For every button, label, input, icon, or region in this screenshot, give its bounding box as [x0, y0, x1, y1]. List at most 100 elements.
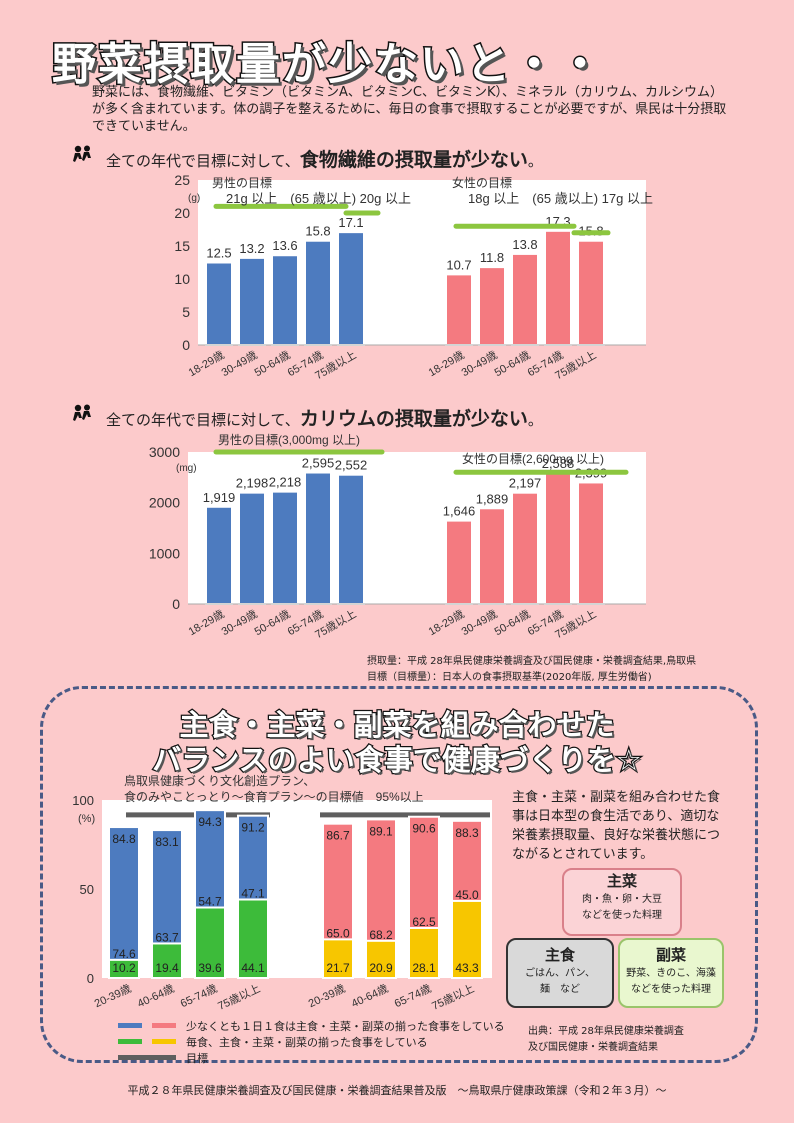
bar — [271, 490, 299, 606]
section1-heading: 全ての年代で目標に対して、食物繊維の摂取量が少ない。 — [106, 145, 543, 172]
y-tick-label: 50 — [80, 882, 94, 897]
data-label: 15.8 — [305, 224, 330, 239]
box-note: 主食・主菜・副菜を組み合わせた食事は日本型の食生活であり、適切な栄養素摂取量、良… — [512, 790, 721, 862]
bar — [108, 826, 140, 979]
balanced-meal-chart: 100 50 0 (%) 鳥取県健康づくり文化創造プラン、食のみやことっとり～食育プラン… — [72, 773, 492, 1013]
card-shushoku: 主食 ごはん、パン、 麺 など — [506, 938, 614, 1008]
y-tick-label: 25 — [174, 172, 190, 188]
data-label: 91.2 — [241, 821, 265, 835]
legend-label-1: 少なくとも１日１食は主食・主菜・副菜の揃った食事をしている — [186, 1020, 505, 1033]
bar — [511, 252, 539, 346]
x-tick-label: 75歳以上 — [216, 982, 263, 1013]
source-line-4: 及び国民健康・栄養調査結果 — [528, 1042, 658, 1053]
card-shushoku-line1: ごはん、パン、 — [525, 968, 595, 979]
data-label: 54.7 — [198, 895, 222, 909]
x-tick-label: 20-39歳 — [92, 982, 133, 1010]
x-tick-label: 50-64歳 — [252, 348, 292, 379]
data-label: 47.1 — [241, 887, 265, 901]
data-label: 10.2 — [112, 961, 136, 975]
data-label: 86.7 — [326, 829, 350, 843]
data-label: 1,919 — [203, 490, 236, 505]
data-label: 21.7 — [326, 961, 350, 975]
bar — [365, 939, 397, 980]
bar — [205, 505, 233, 605]
bar — [151, 942, 183, 980]
legend-swatch-yellow — [152, 1039, 176, 1044]
bar — [408, 926, 440, 979]
x-tick-label: 40-64歳 — [135, 982, 176, 1010]
bar — [478, 266, 506, 346]
data-label: 39.6 — [198, 961, 222, 975]
target-text: 18g 以上 (65 歳以上) 17g 以上 — [468, 191, 653, 206]
bar — [194, 906, 226, 979]
y-tick-label: 20 — [174, 205, 190, 221]
y-tick-label: 0 — [172, 596, 180, 612]
x-tick-label: 40-64歳 — [349, 982, 390, 1010]
bar — [478, 507, 506, 605]
bar — [238, 256, 266, 346]
bar — [577, 481, 605, 605]
y-unit-label: (mg) — [176, 463, 197, 474]
data-label: 12.5 — [206, 246, 231, 261]
data-label: 63.7 — [155, 930, 179, 944]
data-label: 10.7 — [446, 257, 471, 272]
target-text: 21g 以上 (65 歳以上) 20g 以上 — [226, 191, 411, 206]
data-label: 74.6 — [112, 947, 136, 961]
data-label: 89.1 — [369, 824, 393, 838]
data-label: 44.1 — [241, 961, 265, 975]
legend-swatch-target — [118, 1055, 176, 1060]
bar — [322, 938, 354, 979]
y-tick-label: 10 — [174, 271, 190, 287]
bar — [205, 261, 233, 346]
section2-suffix: 。 — [527, 411, 543, 429]
balanced-meal-box — [40, 686, 758, 1063]
data-label: 13.8 — [512, 237, 537, 252]
card-fukusai-title: 副菜 — [655, 946, 686, 964]
target-text: 女性の目標(2,600mg 以上) — [462, 451, 604, 466]
data-label: 28.1 — [412, 961, 436, 975]
x-tick-label: 50-64歳 — [492, 348, 532, 379]
x-tick-label: 30-49歳 — [219, 348, 259, 379]
bar — [304, 239, 332, 346]
legend-label-3: 目標 — [186, 1052, 208, 1065]
data-label: 68.2 — [369, 928, 393, 942]
data-label: 2,198 — [236, 476, 269, 491]
x-tick-label: 18-29歳 — [426, 607, 466, 638]
data-label: 1,646 — [443, 504, 476, 519]
bar — [271, 254, 299, 346]
x-tick-label: 30-49歳 — [459, 607, 499, 638]
card-fukusai-line2: などを使った料理 — [631, 984, 711, 995]
section2-heading: 全ての年代で目標に対して、カリウムの摂取量が少ない。 — [106, 404, 543, 431]
x-tick-label: 18-29歳 — [426, 348, 466, 379]
bar — [511, 491, 539, 605]
data-label: 2,595 — [302, 456, 335, 471]
bar — [451, 899, 483, 979]
target-title: 女性の目標 — [452, 175, 512, 190]
card-shushoku-title: 主食 — [544, 946, 575, 964]
page-title: 野菜摂取量が少ないと・・ — [51, 38, 604, 92]
card-shusai-line2: などを使った料理 — [582, 910, 662, 921]
card-shusai: 主菜 肉・魚・卵・大豆 などを使った料理 — [562, 868, 682, 936]
y-tick-label: 15 — [174, 238, 190, 254]
data-label: 90.6 — [412, 822, 436, 836]
section2-emphasis: カリウムの摂取量が少ない — [299, 408, 528, 430]
target-text: 男性の目標(3,000mg 以上) — [218, 433, 360, 447]
y-tick-label: 0 — [87, 971, 94, 986]
source-line-3: 出典：平成 28年県民健康栄養調査 — [528, 1026, 684, 1037]
data-label: 13.2 — [239, 241, 264, 256]
legend-swatch-green — [118, 1039, 142, 1044]
intro-text: 野菜には、食物繊維、ビタミン（ビタミンA、ビタミンC、ビタミンK）、ミネラル（カ… — [92, 85, 727, 134]
bar — [238, 491, 266, 605]
x-tick-label: 65-74歳 — [178, 982, 219, 1010]
x-tick-label: 30-49歳 — [219, 607, 259, 638]
running-figures-icon — [73, 145, 91, 162]
x-tick-label: 50-64歳 — [492, 607, 532, 638]
data-label: 94.3 — [198, 815, 222, 829]
x-tick-label: 75歳以上 — [430, 982, 477, 1013]
fiber-chart: 25 20 15 10 5 0 (g) 12.5 18-29歳 13.2 30-49歳 13.6 50-… — [174, 172, 653, 382]
data-label: 20.9 — [369, 961, 393, 975]
y-tick-label: 5 — [182, 304, 190, 320]
running-figures-icon — [73, 404, 91, 421]
target-title: 男性の目標 — [212, 176, 272, 190]
x-tick-label: 18-29歳 — [186, 348, 226, 379]
